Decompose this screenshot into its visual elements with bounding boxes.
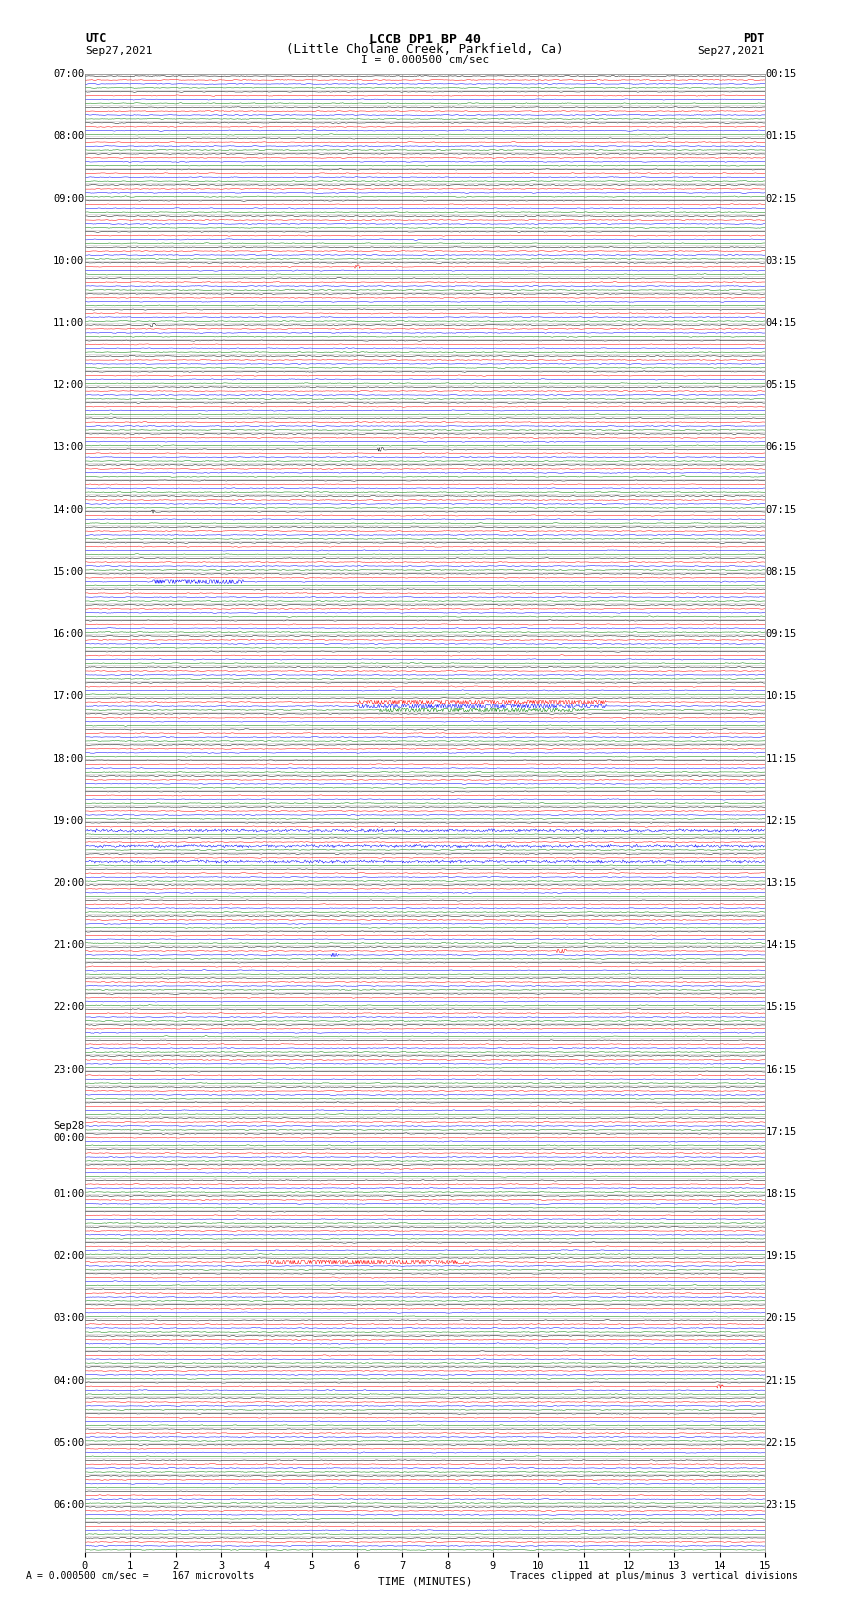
Text: A: A (26, 1571, 31, 1581)
Text: 02:15: 02:15 (766, 194, 797, 203)
Text: 11:15: 11:15 (766, 753, 797, 763)
Text: I = 0.000500 cm/sec: I = 0.000500 cm/sec (361, 55, 489, 65)
Text: 21:00: 21:00 (53, 940, 84, 950)
Text: 04:15: 04:15 (766, 318, 797, 327)
Text: 03:15: 03:15 (766, 256, 797, 266)
Text: 20:15: 20:15 (766, 1313, 797, 1323)
Text: 11:00: 11:00 (53, 318, 84, 327)
Text: 09:00: 09:00 (53, 194, 84, 203)
Text: 19:15: 19:15 (766, 1252, 797, 1261)
Text: 13:00: 13:00 (53, 442, 84, 453)
Text: 15:00: 15:00 (53, 566, 84, 577)
Text: 13:15: 13:15 (766, 877, 797, 887)
Text: 18:15: 18:15 (766, 1189, 797, 1198)
Text: (Little Cholane Creek, Parkfield, Ca): (Little Cholane Creek, Parkfield, Ca) (286, 42, 564, 56)
Text: LCCB DP1 BP 40: LCCB DP1 BP 40 (369, 32, 481, 45)
X-axis label: TIME (MINUTES): TIME (MINUTES) (377, 1578, 473, 1587)
Text: 10:15: 10:15 (766, 692, 797, 702)
Text: 23:15: 23:15 (766, 1500, 797, 1510)
Text: 17:00: 17:00 (53, 692, 84, 702)
Text: 06:15: 06:15 (766, 442, 797, 453)
Text: 22:15: 22:15 (766, 1437, 797, 1448)
Text: 09:15: 09:15 (766, 629, 797, 639)
Text: 07:00: 07:00 (53, 69, 84, 79)
Text: 12:15: 12:15 (766, 816, 797, 826)
Text: 01:00: 01:00 (53, 1189, 84, 1198)
Text: PDT: PDT (744, 32, 765, 45)
Text: 07:15: 07:15 (766, 505, 797, 515)
Text: 00:15: 00:15 (766, 69, 797, 79)
Text: 05:00: 05:00 (53, 1437, 84, 1448)
Text: 18:00: 18:00 (53, 753, 84, 763)
Text: 14:15: 14:15 (766, 940, 797, 950)
Text: 16:00: 16:00 (53, 629, 84, 639)
Text: 15:15: 15:15 (766, 1002, 797, 1013)
Text: 19:00: 19:00 (53, 816, 84, 826)
Text: 16:15: 16:15 (766, 1065, 797, 1074)
Text: 17:15: 17:15 (766, 1127, 797, 1137)
Text: = 0.000500 cm/sec =    167 microvolts: = 0.000500 cm/sec = 167 microvolts (37, 1571, 255, 1581)
Text: 06:00: 06:00 (53, 1500, 84, 1510)
Text: 21:15: 21:15 (766, 1376, 797, 1386)
Text: 20:00: 20:00 (53, 877, 84, 887)
Text: Sep28
00:00: Sep28 00:00 (53, 1121, 84, 1142)
Text: Traces clipped at plus/minus 3 vertical divisions: Traces clipped at plus/minus 3 vertical … (510, 1571, 798, 1581)
Text: 01:15: 01:15 (766, 131, 797, 142)
Text: Sep27,2021: Sep27,2021 (85, 45, 152, 56)
Text: 10:00: 10:00 (53, 256, 84, 266)
Text: UTC: UTC (85, 32, 106, 45)
Text: 12:00: 12:00 (53, 381, 84, 390)
Text: Sep27,2021: Sep27,2021 (698, 45, 765, 56)
Text: 23:00: 23:00 (53, 1065, 84, 1074)
Text: 22:00: 22:00 (53, 1002, 84, 1013)
Text: 03:00: 03:00 (53, 1313, 84, 1323)
Text: 04:00: 04:00 (53, 1376, 84, 1386)
Text: 14:00: 14:00 (53, 505, 84, 515)
Text: 08:15: 08:15 (766, 566, 797, 577)
Text: 08:00: 08:00 (53, 131, 84, 142)
Text: 02:00: 02:00 (53, 1252, 84, 1261)
Text: 05:15: 05:15 (766, 381, 797, 390)
